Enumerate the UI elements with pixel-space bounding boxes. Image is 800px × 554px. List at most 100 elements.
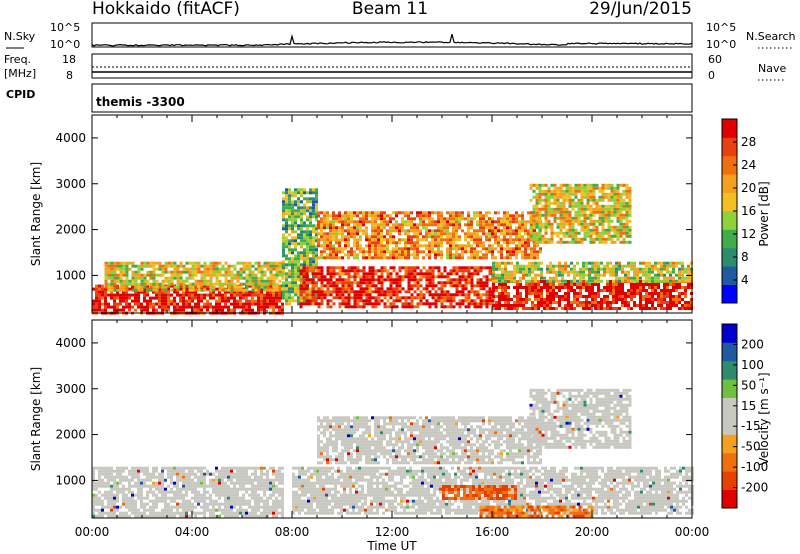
power-cell xyxy=(146,308,149,312)
power-cell xyxy=(628,234,632,238)
power-cell xyxy=(573,292,576,295)
power-cell xyxy=(455,284,459,288)
power-cell xyxy=(419,250,422,254)
power-cell xyxy=(329,281,333,285)
power-cell xyxy=(297,233,300,237)
power-cell xyxy=(309,221,312,225)
power-cell xyxy=(455,232,458,236)
power-cell xyxy=(104,302,107,306)
power-cell xyxy=(678,307,681,310)
power-cell xyxy=(497,217,500,221)
power-cell xyxy=(122,273,126,277)
velocity-cell xyxy=(137,514,140,518)
power-cell xyxy=(413,256,416,260)
power-cell xyxy=(303,251,306,255)
power-cell xyxy=(610,234,614,238)
power-cell xyxy=(583,207,587,211)
power-cell xyxy=(329,272,333,276)
power-cell xyxy=(386,269,390,273)
power-cell xyxy=(320,235,323,239)
power-cell xyxy=(383,278,387,282)
power-cell xyxy=(350,281,354,285)
power-cell xyxy=(498,298,501,301)
power-cell xyxy=(179,305,182,309)
power-cell xyxy=(678,279,681,283)
power-cell xyxy=(320,302,324,306)
power-cell xyxy=(119,302,122,306)
power-cell xyxy=(110,279,114,283)
power-cell xyxy=(329,266,333,270)
power-cell xyxy=(576,270,579,274)
velocity-cell xyxy=(107,499,110,503)
power-cell xyxy=(143,287,146,291)
power-cell xyxy=(627,295,630,298)
velocity-cell xyxy=(128,502,131,506)
power-cell xyxy=(576,261,579,265)
power-cell xyxy=(532,237,536,241)
power-cell xyxy=(209,276,213,280)
date-title: 29/Jun/2015 xyxy=(589,0,692,19)
power-cell xyxy=(595,183,599,187)
power-cell xyxy=(446,220,449,224)
power-cell xyxy=(291,260,294,264)
power-cell xyxy=(449,269,453,273)
power-cell xyxy=(407,256,410,260)
power-cell xyxy=(440,244,443,248)
power-cell xyxy=(275,267,279,271)
power-cell xyxy=(422,211,425,215)
power-cell xyxy=(317,214,320,218)
power-cell xyxy=(500,244,503,248)
power-cell xyxy=(573,270,576,274)
power-cell xyxy=(410,253,413,257)
power-cell xyxy=(353,238,356,242)
power-cell xyxy=(501,292,504,295)
power-cell xyxy=(558,283,561,286)
power-colorbar-tick-label: 24 xyxy=(741,158,756,172)
power-cell xyxy=(125,302,128,306)
power-cell xyxy=(275,273,279,277)
power-cell xyxy=(530,211,533,215)
power-cell xyxy=(642,286,645,289)
power-cell xyxy=(269,261,273,265)
power-cell xyxy=(182,282,186,286)
power-cell xyxy=(592,207,596,211)
power-cell xyxy=(603,301,606,304)
power-cell xyxy=(546,304,549,307)
power-cell xyxy=(470,278,474,282)
power-cell xyxy=(476,302,480,306)
power-cell xyxy=(317,211,320,215)
power-cell xyxy=(392,238,395,242)
power-cell xyxy=(544,195,548,199)
power-cell xyxy=(317,269,321,273)
power-cell xyxy=(215,270,219,274)
power-cell xyxy=(550,234,554,238)
velocity-cell xyxy=(107,472,110,476)
power-cell xyxy=(564,298,567,301)
power-cell xyxy=(407,211,410,215)
power-cell xyxy=(294,203,297,207)
power-cell xyxy=(386,244,389,248)
power-cell xyxy=(278,288,282,292)
power-cell xyxy=(212,293,215,297)
power-cell xyxy=(300,257,303,261)
power-cell xyxy=(251,288,255,292)
velocity-cell xyxy=(110,469,113,473)
power-cell xyxy=(565,234,569,238)
power-cell xyxy=(248,273,252,277)
power-cell xyxy=(224,270,228,274)
power-cell xyxy=(257,305,260,309)
power-cell xyxy=(401,226,404,230)
power-cell xyxy=(431,275,435,279)
power-cell xyxy=(282,236,285,240)
power-cell xyxy=(285,203,288,207)
power-cell xyxy=(648,267,651,271)
power-cell xyxy=(140,264,144,268)
velocity-cell xyxy=(101,502,104,506)
power-cell xyxy=(619,198,623,202)
power-cell xyxy=(200,293,203,297)
power-cell xyxy=(470,238,473,242)
power-cell xyxy=(527,229,530,233)
power-cell xyxy=(302,275,306,279)
velocity-cell xyxy=(119,505,122,509)
power-cell xyxy=(285,266,288,270)
